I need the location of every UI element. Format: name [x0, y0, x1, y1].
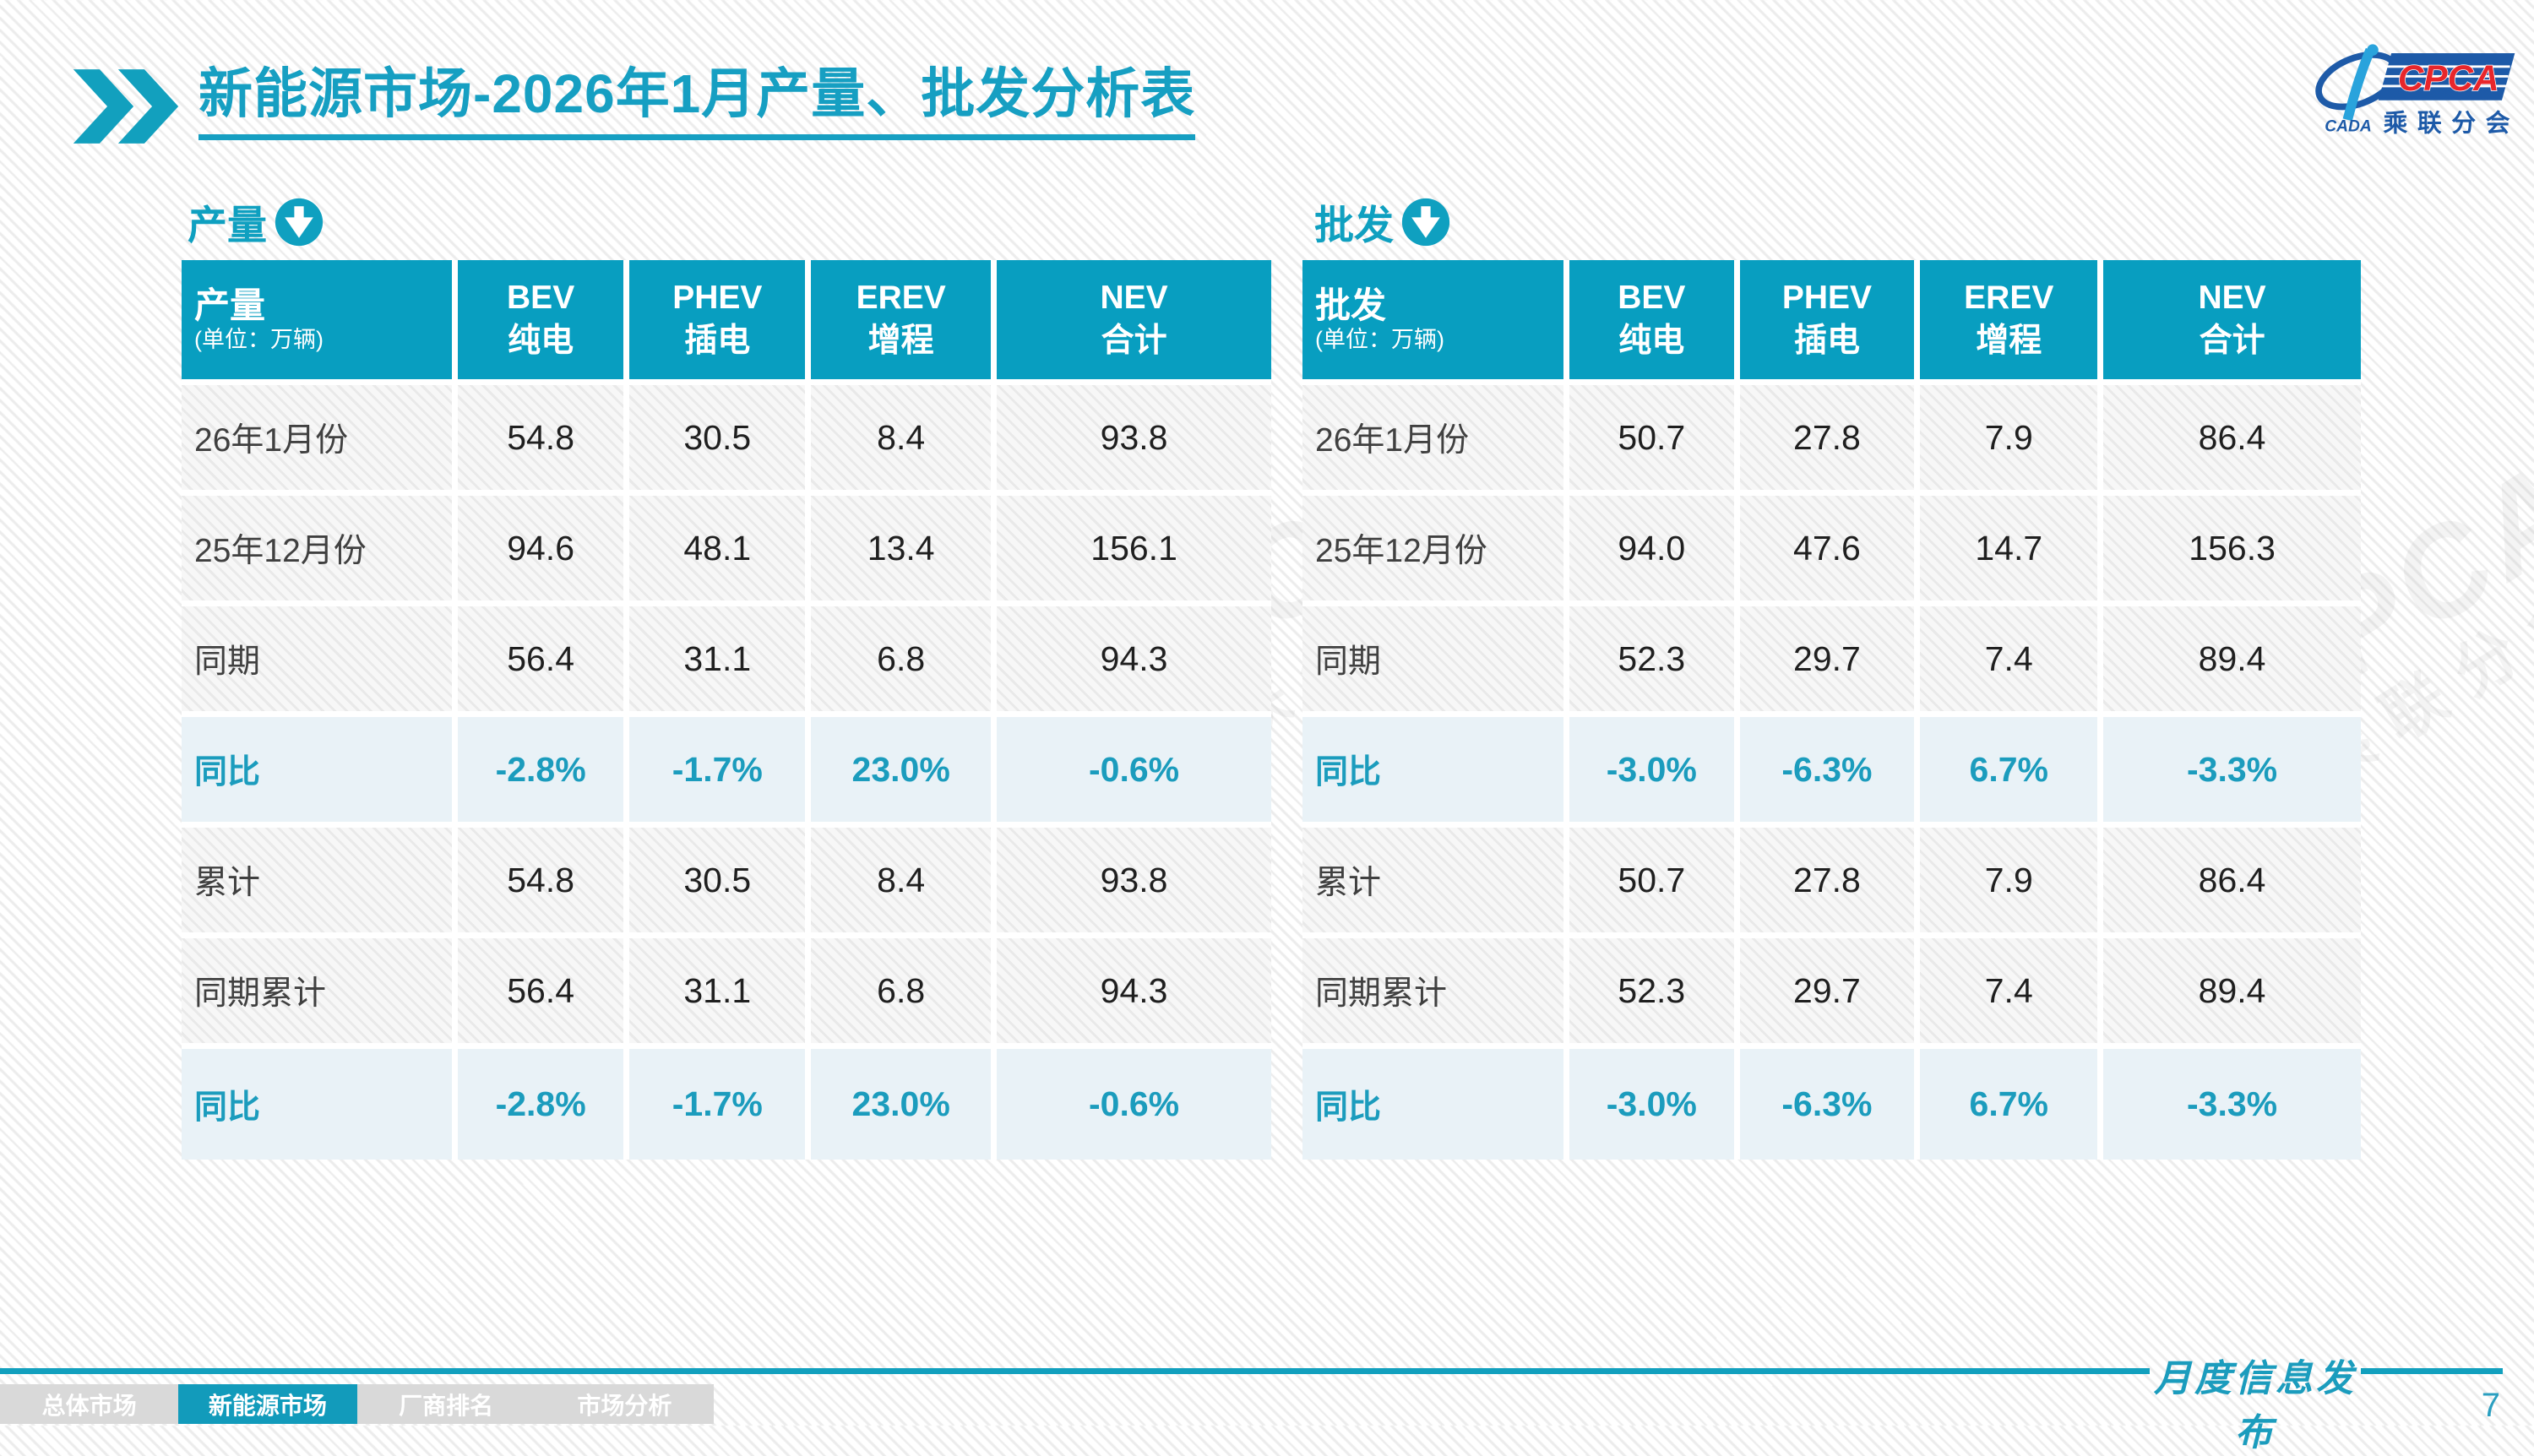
- header-corner-cell: 产量 (单位：万辆): [182, 260, 458, 385]
- footer-divider-line: [0, 1368, 2150, 1374]
- table-row: 26年1月份 54.8 30.5 8.4 93.8: [182, 385, 1271, 496]
- wholesale-label: 批发: [1314, 203, 1394, 247]
- column-header-phev: PHEV 插电: [629, 260, 812, 385]
- cada-text: CADA: [2325, 117, 2372, 135]
- table-header-row: 批发 (单位：万辆) BEV 纯电 PHEV 插电 EREV 增程 NEV 合计: [1302, 260, 2361, 385]
- page-number: 7: [2481, 1387, 2500, 1424]
- column-header-bev: BEV 纯电: [457, 260, 630, 385]
- column-header-erev: EREV 增程: [1920, 260, 2104, 385]
- section-label-production: 产量: [188, 193, 324, 251]
- table-row-yoy: 同比 -3.0% -6.3% 6.7% -3.3%: [1302, 717, 2361, 828]
- page-title: 新能源市场-2026年1月产量、批发分析表: [198, 63, 1196, 141]
- production-table: 产量 (单位：万辆) BEV 纯电 PHEV 插电 EREV 增程 NEV 合计 26年…: [182, 260, 1271, 1160]
- table-row: 累计 54.8 30.5 8.4 93.8: [182, 828, 1271, 938]
- column-header-bev: BEV 纯电: [1569, 260, 1740, 385]
- arrow-down-circle-icon: [1401, 198, 1450, 246]
- cpca-text: CPCA: [2398, 58, 2499, 98]
- table-row: 同期累计 52.3 29.7 7.4 89.4: [1302, 938, 2361, 1049]
- footer-divider-line: [2361, 1368, 2503, 1374]
- double-chevron-icon: [73, 69, 179, 144]
- arrow-down-circle-icon: [275, 198, 324, 246]
- table-row-yoy: 同比 -3.0% -6.3% 6.7% -3.3%: [1302, 1049, 2361, 1160]
- production-label: 产量: [188, 203, 267, 247]
- footer-tab-bar: 总体市场 新能源市场 厂商排名 市场分析: [0, 1384, 714, 1424]
- publication-label: 月度信息发布: [2154, 1357, 2357, 1454]
- table-row: 25年12月份 94.0 47.6 14.7 156.3: [1302, 496, 2361, 606]
- column-header-nev: NEV 合计: [997, 260, 1271, 385]
- table-row: 同期累计 56.4 31.1 6.8 94.3: [182, 938, 1271, 1049]
- tab-market-analysis[interactable]: 市场分析: [577, 1392, 672, 1419]
- cpca-logo: CADA CPCA 乘联分会: [2315, 44, 2520, 137]
- page-title-rest: -2026年1月产量、批发分析表: [473, 63, 1196, 124]
- table-row: 累计 50.7 27.8 7.9 86.4: [1302, 828, 2361, 938]
- table-row-yoy: 同比 -2.8% -1.7% 23.0% -0.6%: [182, 717, 1271, 828]
- table-row: 26年1月份 50.7 27.8 7.9 86.4: [1302, 385, 2361, 496]
- table-row: 同期 52.3 29.7 7.4 89.4: [1302, 606, 2361, 717]
- column-header-phev: PHEV 插电: [1739, 260, 1921, 385]
- header-corner-cell: 批发 (单位：万辆): [1302, 260, 1570, 385]
- cpca-sub-text: 乘联分会: [2384, 110, 2520, 137]
- column-header-nev: NEV 合计: [2103, 260, 2361, 385]
- tab-overall-market[interactable]: 总体市场: [41, 1392, 137, 1419]
- section-label-wholesale: 批发: [1314, 193, 1451, 251]
- column-header-erev: EREV 增程: [811, 260, 998, 385]
- table-row-yoy: 同比 -2.8% -1.7% 23.0% -0.6%: [182, 1049, 1271, 1160]
- wholesale-table: 批发 (单位：万辆) BEV 纯电 PHEV 插电 EREV 增程 NEV 合计 26年…: [1302, 260, 2361, 1160]
- table-row: 25年12月份 94.6 48.1 13.4 156.1: [182, 496, 1271, 606]
- table-header-row: 产量 (单位：万辆) BEV 纯电 PHEV 插电 EREV 增程 NEV 合计: [182, 260, 1271, 385]
- tab-nev-market[interactable]: 新能源市场: [178, 1384, 357, 1424]
- table-row: 同期 56.4 31.1 6.8 94.3: [182, 606, 1271, 717]
- title-row: 新能源市场-2026年1月产量、批发分析表: [72, 63, 1196, 147]
- tab-manufacturer-ranking[interactable]: 厂商排名: [399, 1392, 494, 1419]
- page-title-bold: 新能源市场: [198, 63, 473, 124]
